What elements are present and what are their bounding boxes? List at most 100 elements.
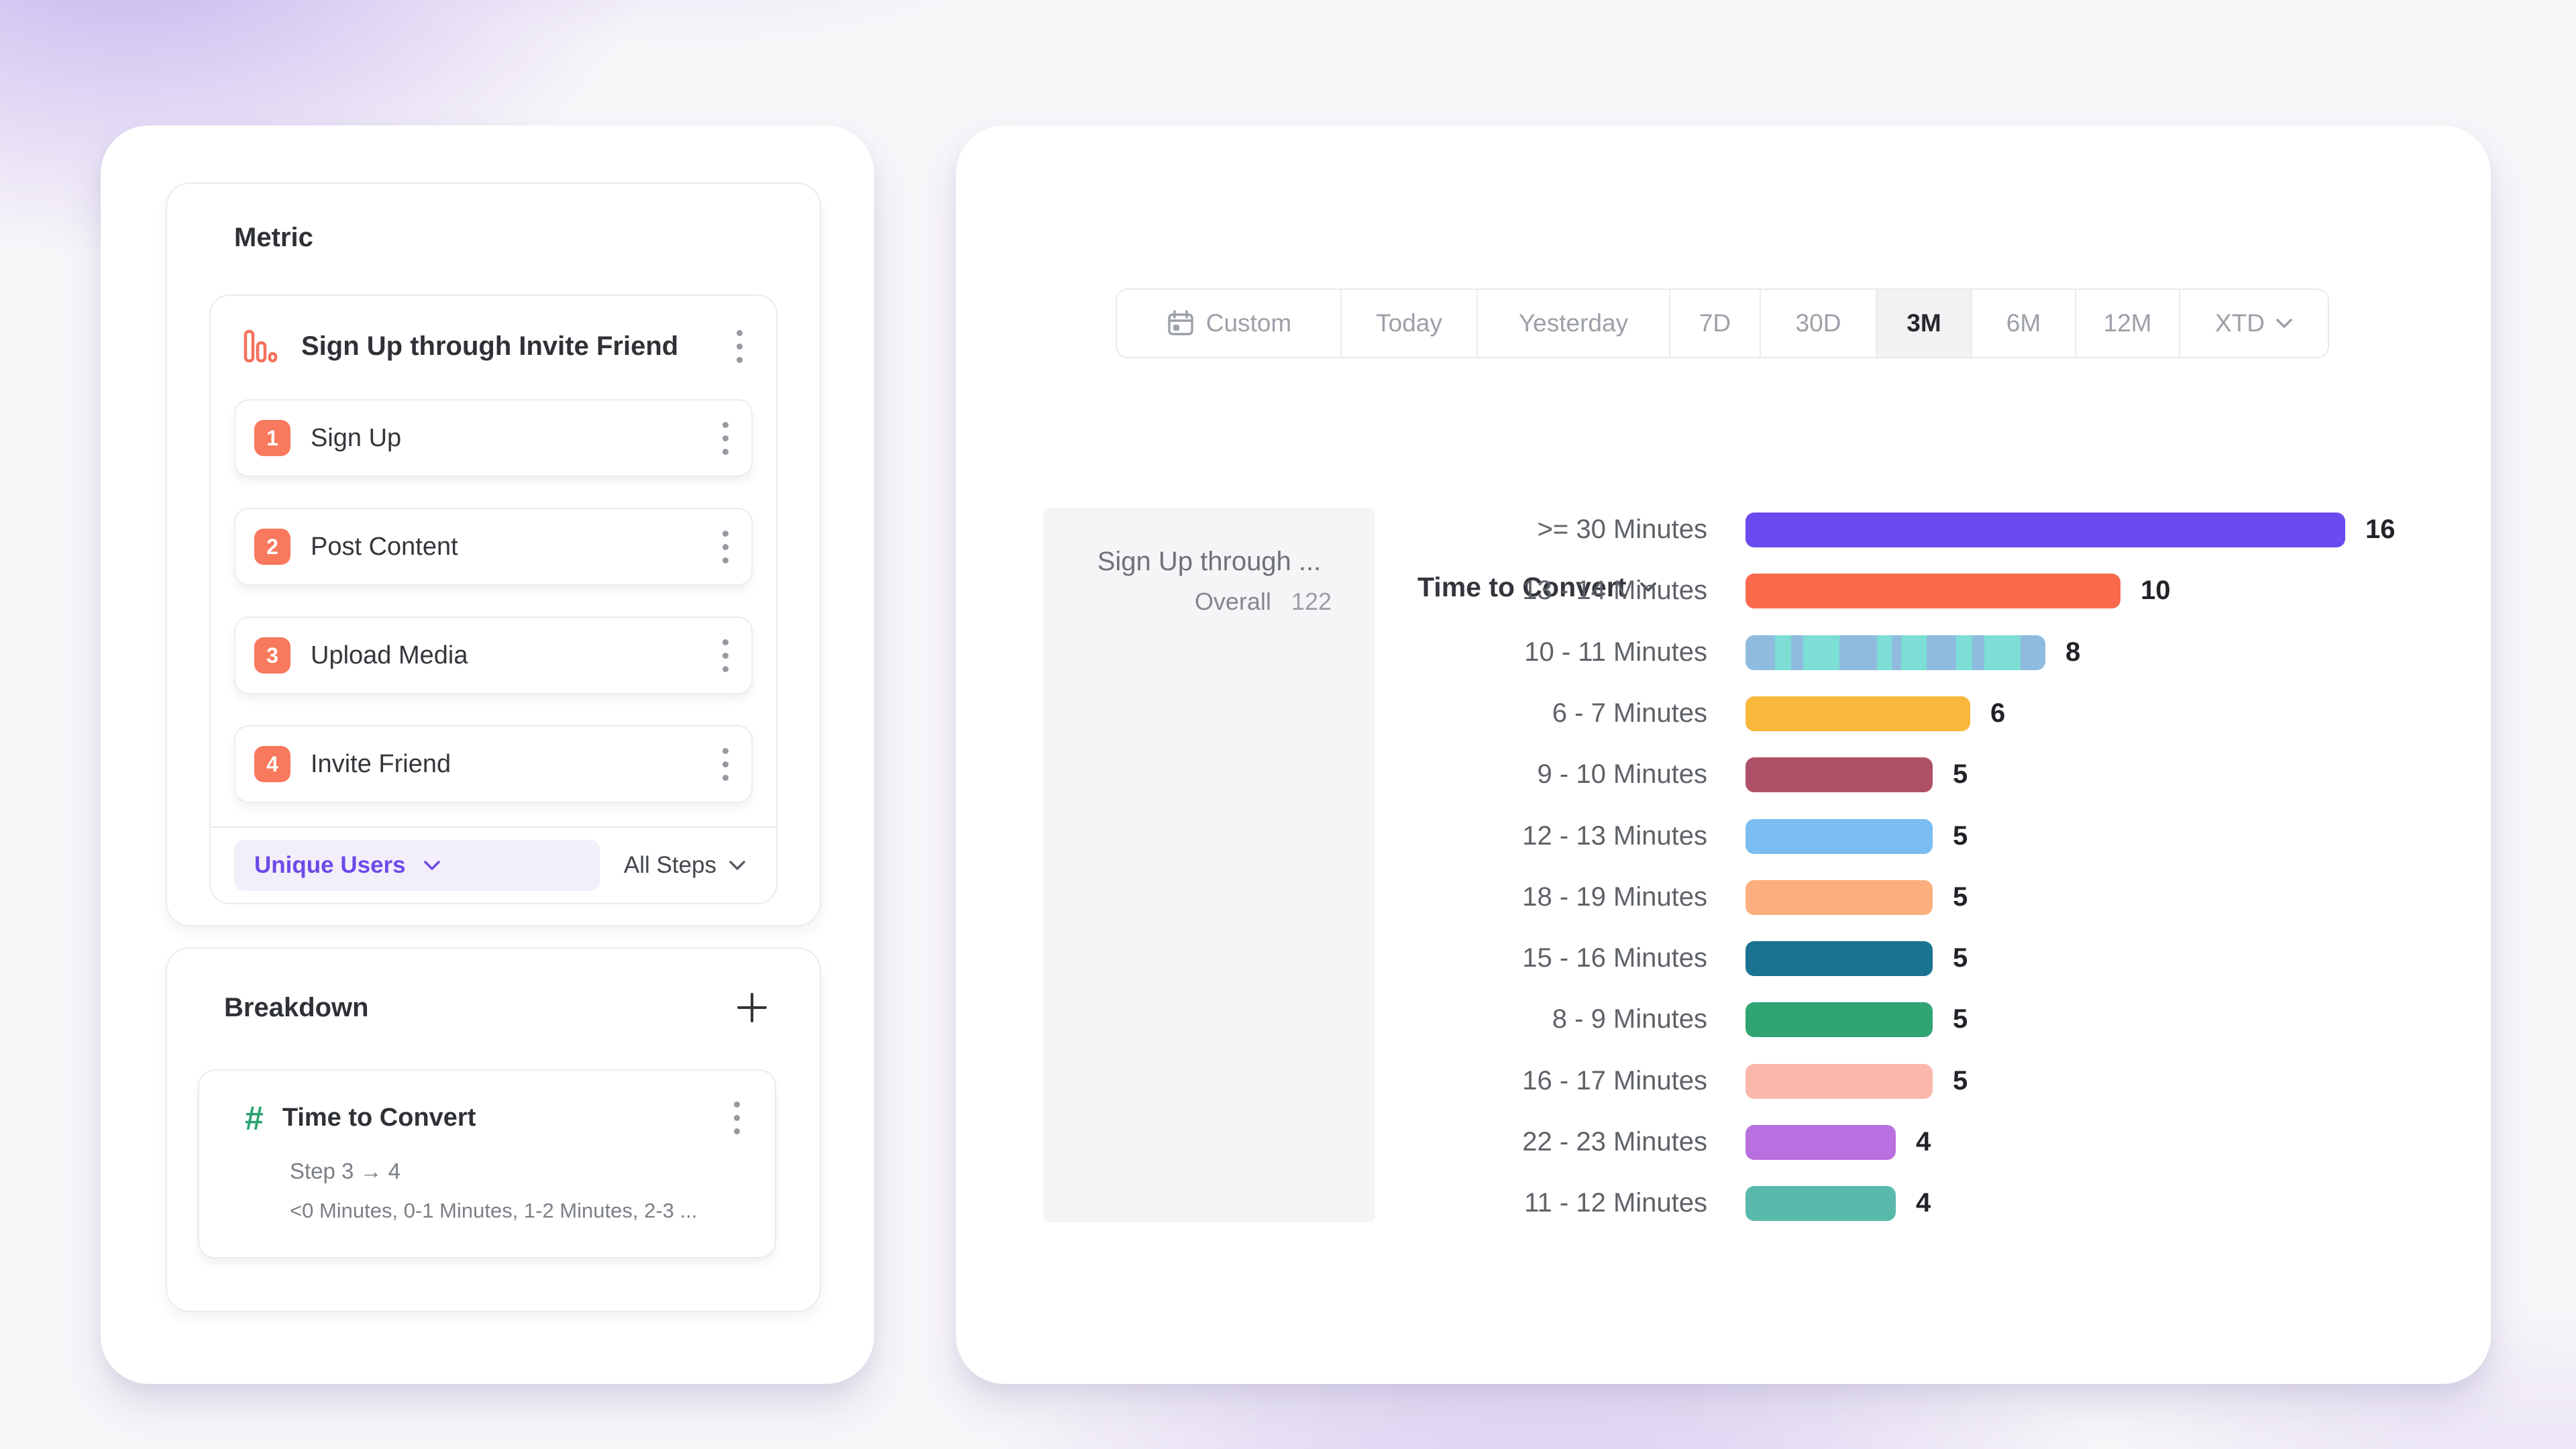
date-range-option[interactable]: 3M xyxy=(1877,290,1972,357)
steps-filter-dropdown[interactable]: All Steps xyxy=(624,852,746,879)
bar-value-label: 6 xyxy=(1990,698,2006,728)
breakdown-item-name: Time to Convert xyxy=(282,1104,476,1132)
breakdown-buckets-preview: <0 Minutes, 0-1 Minutes, 1-2 Minutes, 2-… xyxy=(290,1199,698,1222)
bar-value-label: 5 xyxy=(1953,821,1968,851)
chart-row: 18 - 19 Minutes 5 xyxy=(1442,867,1968,928)
kebab-menu-icon[interactable] xyxy=(717,525,734,569)
bar[interactable] xyxy=(1746,512,2345,547)
step-number-badge: 4 xyxy=(254,746,290,782)
bar-category-label: >= 30 Minutes xyxy=(1537,515,1708,544)
date-range-option[interactable]: XTD xyxy=(2180,290,2328,357)
date-range-option[interactable]: 7D xyxy=(1670,290,1761,357)
chart-row: 13 - 14 Minutes 10 xyxy=(1442,560,2171,621)
bar[interactable] xyxy=(1746,941,1933,976)
funnel-step-row[interactable]: 2 Post Content xyxy=(234,508,753,586)
bar-value-label: 16 xyxy=(2365,515,2396,544)
funnel-builder-header: Sign Up through Invite Friend xyxy=(211,296,776,396)
bar-value-label: 5 xyxy=(1953,1066,1968,1095)
column-header-label: Time to Convert xyxy=(1417,572,1627,602)
chevron-down-icon xyxy=(2275,318,2293,329)
bar-category-label: 15 - 16 Minutes xyxy=(1522,943,1707,973)
bar[interactable] xyxy=(1746,757,1933,792)
bar-value-label: 4 xyxy=(1916,1188,1931,1218)
breakdown-header: Breakdown xyxy=(224,990,769,1025)
bar[interactable] xyxy=(1746,1063,1933,1099)
breakdown-item-card[interactable]: Time to Convert Step 3 → 4 <0 Minutes, 0… xyxy=(198,1069,776,1258)
bar-category-label: 16 - 17 Minutes xyxy=(1522,1066,1707,1095)
bar-value-label: 5 xyxy=(1953,1004,1968,1034)
kebab-menu-icon[interactable] xyxy=(717,417,734,460)
bar-value-label: 10 xyxy=(2141,576,2171,605)
measurement-dropdown[interactable]: Unique Users xyxy=(234,840,600,891)
overall-label: Overall xyxy=(1194,588,1271,615)
funnel-summary-card[interactable]: Sign Up through ... Overall 122 xyxy=(1043,508,1375,1222)
bar-category-label: 13 - 14 Minutes xyxy=(1522,576,1707,605)
bar-value-label: 5 xyxy=(1953,943,1968,973)
date-range-label: Custom xyxy=(1205,309,1292,337)
bar[interactable] xyxy=(1746,818,1933,854)
funnel-builder-card: Sign Up through Invite Friend 1 Sign Up … xyxy=(209,294,777,904)
measurement-label: Unique Users xyxy=(254,852,406,878)
bar-category-label: 12 - 13 Minutes xyxy=(1522,821,1707,851)
chart-row: >= 30 Minutes 16 xyxy=(1442,499,2396,560)
kebab-menu-icon[interactable] xyxy=(731,325,748,368)
calendar-icon xyxy=(1166,309,1195,338)
bar[interactable] xyxy=(1746,1124,1896,1160)
bar[interactable] xyxy=(1746,879,1933,915)
date-range-option[interactable]: 30D xyxy=(1761,290,1877,357)
step-number-badge: 2 xyxy=(254,529,290,565)
bar-chart-icon xyxy=(241,327,280,366)
chart-row: 10 - 11 Minutes 8 xyxy=(1442,622,2080,683)
bar-category-label: 8 - 9 Minutes xyxy=(1552,1004,1707,1034)
bar[interactable] xyxy=(1746,635,2045,670)
chart-row: 9 - 10 Minutes 5 xyxy=(1442,744,1968,805)
breakdown-item-header: Time to Convert xyxy=(199,1071,775,1140)
step-label: Sign Up xyxy=(311,423,402,452)
date-range-label: Yesterday xyxy=(1518,309,1629,337)
date-range-option[interactable]: Yesterday xyxy=(1478,290,1670,357)
chart-row: 15 - 16 Minutes 5 xyxy=(1442,928,1968,989)
step-label: Invite Friend xyxy=(311,749,451,778)
funnel-step-row[interactable]: 3 Upload Media xyxy=(234,616,753,694)
funnel-step-row[interactable]: 1 Sign Up xyxy=(234,399,753,477)
bar[interactable] xyxy=(1746,1002,1933,1037)
funnel-builder-footer: Unique Users All Steps xyxy=(211,826,776,903)
date-range-option[interactable]: Today xyxy=(1342,290,1478,357)
bar-category-label: 11 - 12 Minutes xyxy=(1524,1188,1707,1218)
number-property-icon xyxy=(245,1102,264,1135)
column-header-time-to-convert[interactable]: Time to Convert xyxy=(1417,572,1657,603)
date-range-option[interactable]: 12M xyxy=(2076,290,2180,357)
metric-section-title: Metric xyxy=(234,223,313,252)
chart-row: 22 - 23 Minutes 4 xyxy=(1442,1112,1931,1173)
date-range-label: XTD xyxy=(2215,309,2265,337)
funnel-name: Sign Up through Invite Friend xyxy=(301,331,679,361)
steps-filter-label: All Steps xyxy=(623,852,716,878)
kebab-menu-icon[interactable] xyxy=(717,634,734,678)
step-number-badge: 1 xyxy=(254,420,290,456)
bar-category-label: 18 - 19 Minutes xyxy=(1522,882,1707,912)
kebab-menu-icon[interactable] xyxy=(729,1096,745,1140)
date-range-label: 7D xyxy=(1699,309,1731,337)
bar-category-label: 22 - 23 Minutes xyxy=(1522,1127,1707,1157)
funnel-step-row[interactable]: 4 Invite Friend xyxy=(234,725,753,803)
chart-row: 8 - 9 Minutes 5 xyxy=(1442,989,1968,1050)
kebab-menu-icon[interactable] xyxy=(717,743,734,786)
step-label: Upload Media xyxy=(311,641,468,669)
bar[interactable] xyxy=(1746,1185,1896,1221)
date-range-label: 12M xyxy=(2103,309,2152,337)
chart-row: 11 - 12 Minutes 4 xyxy=(1442,1173,1931,1234)
chart-row: 12 - 13 Minutes 5 xyxy=(1442,806,1968,867)
date-range-option[interactable]: Custom xyxy=(1117,290,1342,357)
query-builder-panel: Metric Sign Up through Invite Friend 1 S… xyxy=(101,125,874,1384)
add-breakdown-button plus-icon[interactable] xyxy=(735,990,769,1025)
report-panel: Custom Today Yesterday 7D 30D 3M 6M 12M … xyxy=(956,125,2491,1384)
date-range-label: 30D xyxy=(1795,309,1841,337)
bar-category-label: 9 - 10 Minutes xyxy=(1537,759,1707,789)
breakdown-section: Breakdown Time to Convert Step 3 → 4 <0 … xyxy=(166,947,821,1312)
bar[interactable] xyxy=(1746,696,1970,731)
date-range-option[interactable]: 6M xyxy=(1972,290,2076,357)
funnel-overall-row: Overall 122 xyxy=(1043,588,1375,616)
bar[interactable] xyxy=(1746,573,2121,608)
bar-category-label: 10 - 11 Minutes xyxy=(1524,637,1707,667)
breakdown-section-title: Breakdown xyxy=(224,992,369,1022)
